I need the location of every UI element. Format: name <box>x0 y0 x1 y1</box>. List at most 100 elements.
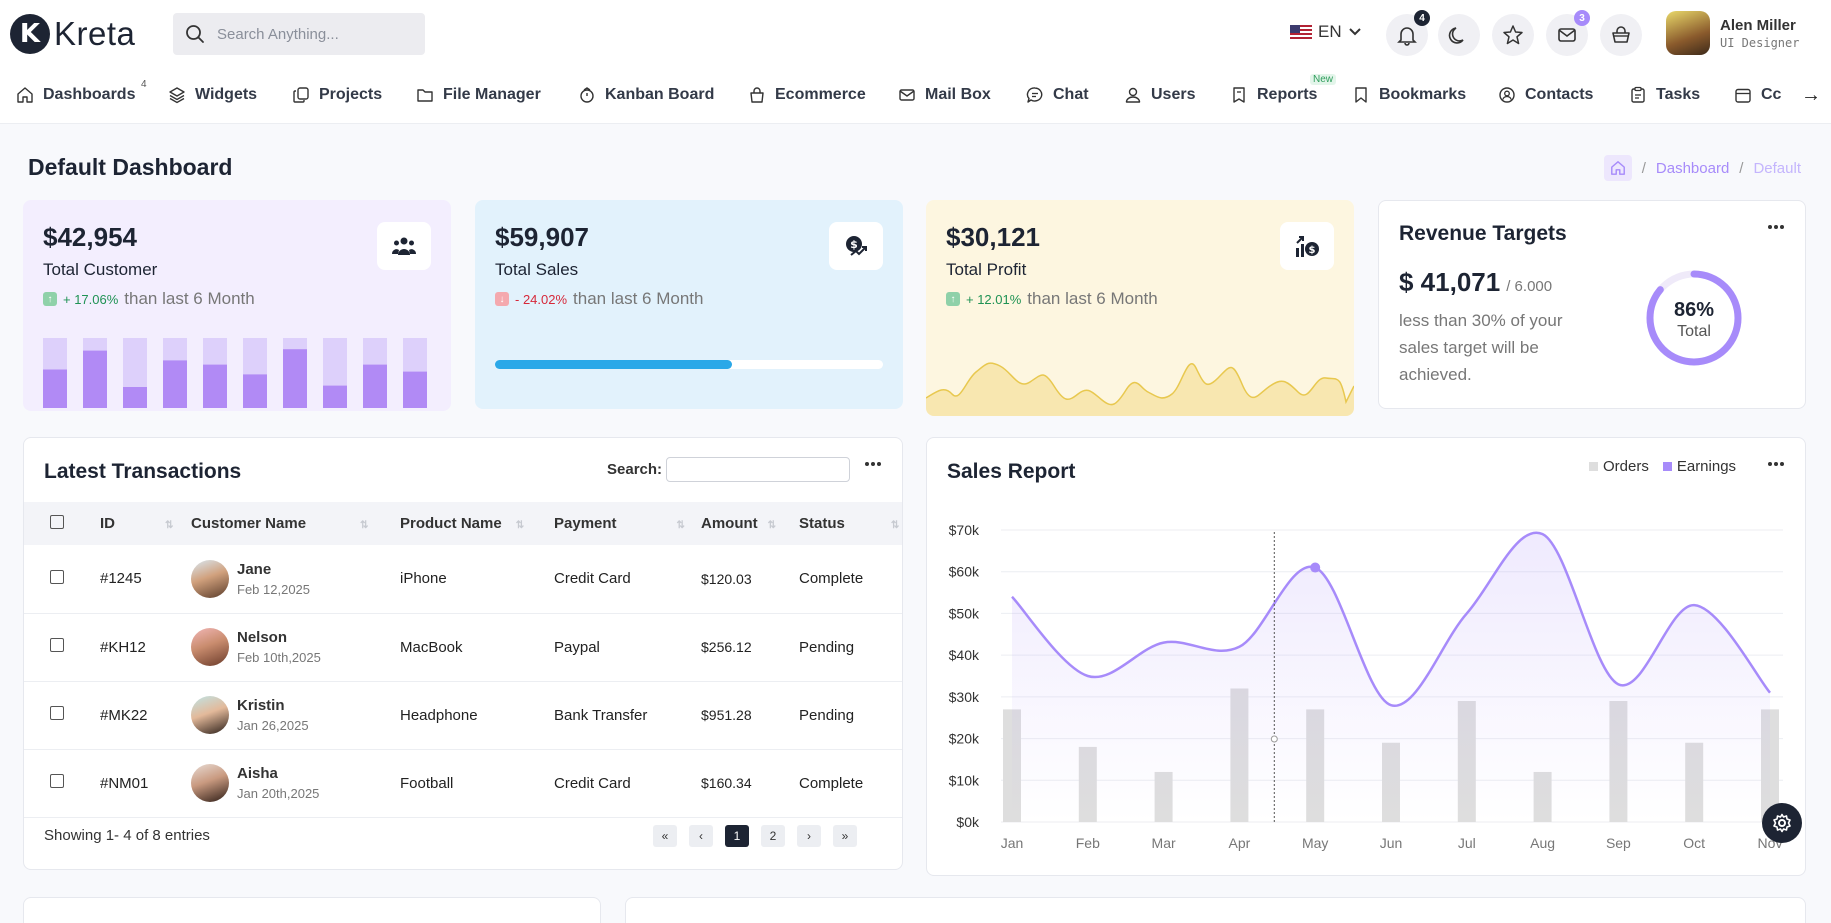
customer-bar <box>243 374 267 408</box>
nav-item-chat[interactable]: Chat <box>1026 86 1089 104</box>
column-header-amount[interactable]: Amount ⇅ <box>701 502 799 545</box>
mail-icon <box>899 89 915 101</box>
row-status: Pending <box>799 613 902 682</box>
select-all-cell <box>24 502 100 545</box>
breadcrumb-home[interactable] <box>1603 155 1632 181</box>
user-profile[interactable]: Alen Miller UI Designer <box>1666 11 1799 55</box>
table-row[interactable]: #MK22 Kristin Jan 26,2025 Headphone Bank … <box>24 681 902 750</box>
language-code: EN <box>1318 22 1342 41</box>
row-checkbox[interactable] <box>50 569 64 584</box>
row-product: MacBook <box>400 613 554 682</box>
clipboard-icon <box>1631 86 1645 103</box>
settings-button[interactable] <box>1762 803 1802 843</box>
page-next-button[interactable]: › <box>797 825 821 847</box>
nav-item-ecommerce[interactable]: Ecommerce <box>748 86 866 104</box>
search-box <box>173 13 425 55</box>
trend-percent: - 24.02% <box>515 291 568 307</box>
favorites-button[interactable] <box>1492 14 1534 56</box>
chat-icon <box>1026 87 1043 103</box>
revenue-progress-ring: 86% Total <box>1646 270 1742 366</box>
customer-date: Feb 10th,2025 <box>237 650 321 665</box>
notifications-button[interactable]: 4 <box>1386 10 1430 56</box>
row-status: Pending <box>799 681 902 750</box>
row-checkbox[interactable] <box>50 774 64 788</box>
nav-item-widgets[interactable]: Widgets <box>168 86 257 104</box>
nav-item-dashboards[interactable]: Dashboards 4 <box>16 79 147 104</box>
page-last-button[interactable]: » <box>833 825 857 847</box>
nav-item-projects[interactable]: Projects <box>292 86 382 104</box>
brand-logo[interactable]: K Kreta <box>10 14 135 54</box>
y-tick-label: $70k <box>949 522 980 538</box>
transactions-search-input[interactable] <box>666 457 850 482</box>
sort-icon: ⇅ <box>676 520 685 531</box>
row-amount: $951.28 <box>701 681 799 750</box>
column-header-id[interactable]: ID ⇅ <box>100 502 191 545</box>
row-amount: $120.03 <box>701 545 799 614</box>
transactions-more-options[interactable] <box>864 450 882 473</box>
table-row[interactable]: #NM01 Aisha Jan 20th,2025 Football Credit… <box>24 749 902 818</box>
stat-trend: ↓ - 24.02% than last 6 Month <box>495 289 703 309</box>
nav-item-kanban-board[interactable]: Kanban Board <box>578 86 714 104</box>
y-tick-label: $20k <box>949 731 980 747</box>
stat-trend: ↑ + 17.06% than last 6 Month <box>43 289 255 309</box>
profit-chart-icon: $ <box>1280 222 1334 270</box>
page-prev-button[interactable]: ‹ <box>689 825 713 847</box>
row-payment: Paypal <box>554 613 701 682</box>
trend-suffix: than last 6 Month <box>124 289 255 308</box>
revenue-value-row: $ 41,071 / 6.000 <box>1399 267 1552 298</box>
stat-label: Total Customer <box>43 260 158 279</box>
nav-item-file-manager[interactable]: File Manager <box>416 86 541 104</box>
x-tick-label: Oct <box>1683 835 1705 851</box>
customer-name: Aisha <box>237 765 278 782</box>
customer-cell: Aisha Jan 20th,2025 <box>191 764 400 802</box>
column-header-payment[interactable]: Payment ⇅ <box>554 502 701 545</box>
nav-label: Ecommerce <box>775 86 866 103</box>
nav-item-tasks[interactable]: Tasks <box>1629 86 1700 104</box>
mail-badge: 3 <box>1574 10 1590 26</box>
nav-item-reports[interactable]: Reports New <box>1230 74 1337 104</box>
legend-item-orders[interactable]: Orders <box>1589 458 1649 475</box>
search-input[interactable] <box>217 25 407 43</box>
row-checkbox[interactable] <box>50 638 64 652</box>
nav-item-users[interactable]: Users <box>1124 86 1195 104</box>
table-row[interactable]: #KH12 Nelson Feb 10th,2025 MacBook Paypal… <box>24 613 902 682</box>
column-header-status[interactable]: Status ⇅ <box>799 502 902 545</box>
row-amount: $256.12 <box>701 613 799 682</box>
language-selector[interactable]: EN <box>1290 22 1362 42</box>
nav-item-mail-box[interactable]: Mail Box <box>898 86 991 104</box>
row-product: Headphone <box>400 681 554 750</box>
stat-label: Total Sales <box>495 260 579 279</box>
table-row[interactable]: #1245 Jane Feb 12,2025 iPhone Credit Card… <box>24 545 902 614</box>
folder-icon <box>417 89 433 102</box>
nav-label: Reports <box>1257 86 1318 103</box>
row-amount: $160.34 <box>701 749 799 818</box>
nav-item-calendar[interactable]: Cc <box>1734 86 1781 104</box>
legend-item-earnings[interactable]: Earnings <box>1662 458 1736 475</box>
row-checkbox[interactable] <box>50 706 64 720</box>
row-payment: Bank Transfer <box>554 681 701 750</box>
column-header-customer[interactable]: Customer Name ⇅ <box>191 502 400 545</box>
arrow-up-icon: ↑ <box>946 292 960 306</box>
nav-item-contacts[interactable]: Contacts <box>1498 86 1593 104</box>
nav-item-bookmarks[interactable]: Bookmarks <box>1352 86 1466 104</box>
bell-icon <box>1397 27 1417 46</box>
cart-button[interactable] <box>1600 14 1642 56</box>
page-2-button[interactable]: 2 <box>761 825 785 847</box>
breadcrumb-dashboard[interactable]: Dashboard <box>1655 159 1730 177</box>
customer-name: Kristin <box>237 697 285 714</box>
dark-mode-toggle[interactable] <box>1438 14 1480 56</box>
page-first-button[interactable]: « <box>653 825 677 847</box>
sales-more-options[interactable] <box>1767 450 1785 473</box>
row-product: iPhone <box>400 545 554 614</box>
nav-scroll-right-arrow-icon[interactable]: → <box>1795 84 1821 107</box>
y-tick-label: $10k <box>949 772 980 788</box>
column-header-product[interactable]: Product Name ⇅ <box>400 502 554 545</box>
page-1-button[interactable]: 1 <box>725 825 749 847</box>
mail-button[interactable]: 3 <box>1546 10 1590 56</box>
stat-value: $59,907 <box>495 222 589 252</box>
nav-label: Widgets <box>195 86 258 103</box>
customer-bar <box>403 371 427 408</box>
revenue-more-options[interactable] <box>1767 213 1785 236</box>
select-all-checkbox[interactable] <box>50 514 64 529</box>
crosshair-marker <box>1270 735 1278 743</box>
